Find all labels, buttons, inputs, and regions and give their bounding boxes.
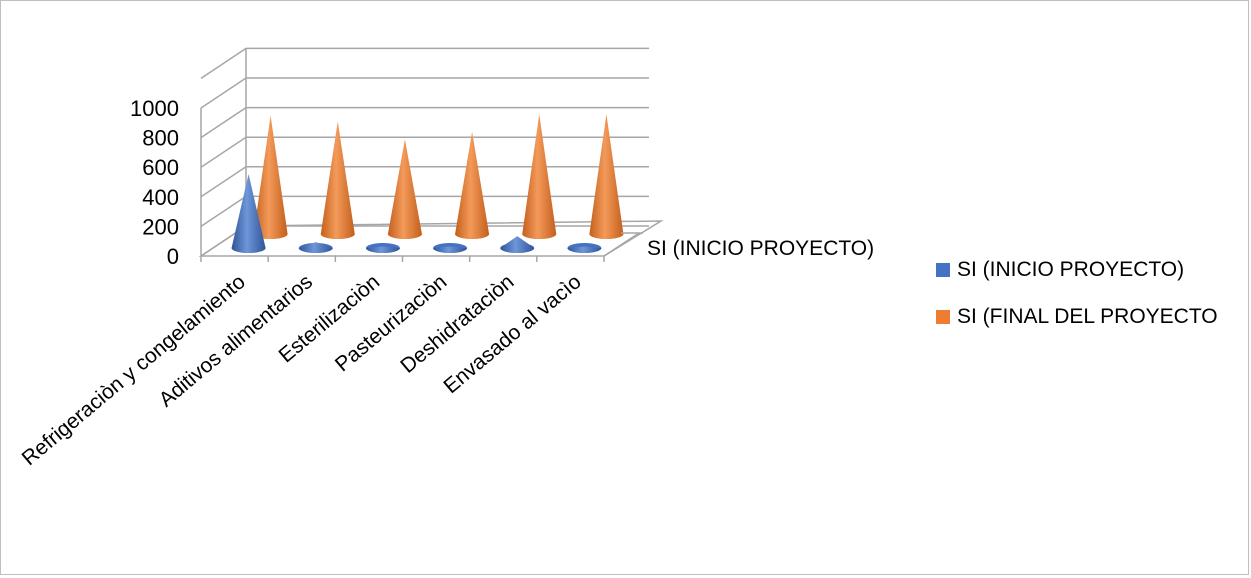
y-tick-label: 800 [142,126,179,151]
side-gridline [200,77,247,109]
y-axis-ticks: 0 200 400 600 800 1000 [130,96,179,269]
side-gridline [200,136,247,168]
cone-final [589,114,624,240]
chart-cones [231,114,624,253]
legend-swatch [936,263,950,277]
cone-inicio [298,242,333,253]
cone-inicio-body [298,242,333,253]
cone-final [387,139,422,240]
cone-final-body [320,121,355,240]
side-gridline [200,166,247,198]
cone-inicio-body [365,246,400,253]
chart-walls [198,47,664,262]
cone-inicio-body [433,246,468,253]
cone-inicio [433,243,468,253]
cone-final [320,121,355,240]
cone-inicio-body [500,236,535,253]
cone-final-body [387,139,422,240]
cone-final-body [253,115,288,239]
y-tick-label: 200 [142,214,179,239]
legend-label: SI (INICIO PROYECTO) [957,258,1184,281]
y-tick-label: 400 [142,185,179,210]
side-gridline [200,106,247,139]
cone-inicio-body [231,174,266,253]
legend-swatch [936,310,950,324]
y-tick-label: 0 [167,244,179,269]
cone-final [455,131,490,240]
cone-inicio [231,174,266,253]
legend-label: SI (FINAL DEL PROYECTO [957,305,1218,328]
depth-axis: SI (INICIO PROYECTO) [603,232,874,260]
legend: SI (INICIO PROYECTO) SI (FINAL DEL PROYEC… [936,258,1218,328]
cone-final-body [522,114,557,240]
cone-inicio-body [567,246,602,253]
y-tick-label: 1000 [130,96,179,121]
side-gridline [200,47,247,80]
depth-axis-label: SI (INICIO PROYECTO) [647,237,874,260]
cone-final-body [589,114,624,240]
cone-inicio [567,243,602,253]
cone-inicio [365,243,400,253]
cone-inicio [500,236,535,253]
cone-final-body [455,131,490,240]
depth-axis-line [603,232,640,257]
cone-final [522,114,557,240]
side-gridline [200,195,247,228]
category-label: Deshidrataciòn [396,270,518,378]
y-tick-label: 600 [142,155,179,180]
